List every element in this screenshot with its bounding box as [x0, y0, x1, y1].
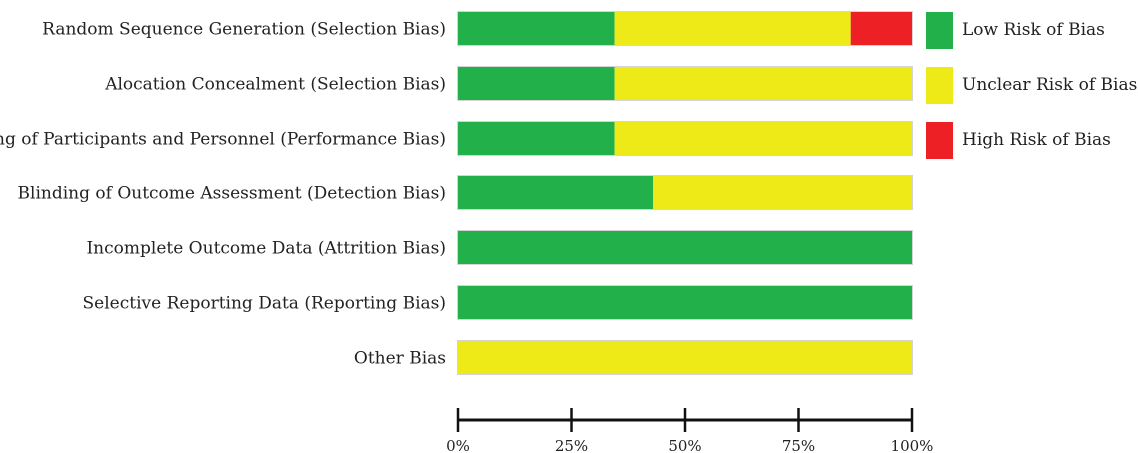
legend-swatch-high — [926, 122, 953, 159]
bar-segment-low — [458, 122, 615, 155]
bar-segment-unclear — [653, 176, 912, 209]
category-label: Blinding of Outcome Assessment (Detectio… — [18, 184, 446, 204]
bar-segment-high — [850, 12, 912, 45]
category-label: Alocation Concealment (Selection Bias) — [104, 75, 446, 95]
bar-segment-low — [458, 231, 912, 264]
bar-outline — [457, 175, 913, 210]
x-tick-label: 0% — [446, 437, 470, 453]
bar-segment-low — [458, 176, 654, 209]
bar-outline — [457, 11, 913, 46]
category-labels: Random Sequence Generation (Selection Bi… — [0, 20, 446, 369]
legend-label: Unclear Risk of Bias — [962, 75, 1137, 95]
legend: Low Risk of Bias Unclear Risk of Bias High… — [926, 12, 1137, 159]
bar-segment-unclear — [458, 341, 912, 374]
legend-swatch-low — [926, 12, 953, 49]
bar-outline — [457, 285, 913, 320]
bar-outline — [457, 340, 913, 375]
bar-segment-unclear — [614, 122, 912, 155]
bar-segment-unclear — [614, 67, 912, 100]
category-label: Incomplete Outcome Data (Attrition Bias) — [86, 239, 446, 259]
bar-outline — [457, 121, 913, 156]
bar-outline — [457, 66, 913, 101]
x-axis: 0% 25% 50% 75% 100% — [446, 408, 933, 453]
category-label: Random Sequence Generation (Selection Bi… — [42, 20, 446, 40]
category-label: Blinding of Participants and Personnel (… — [0, 130, 446, 150]
bar-outline — [457, 230, 913, 265]
x-tick-label: 100% — [891, 437, 934, 453]
x-tick-label: 25% — [555, 437, 588, 453]
category-label: Other Bias — [354, 349, 446, 369]
legend-label: Low Risk of Bias — [962, 20, 1105, 40]
x-tick-label: 50% — [668, 437, 701, 453]
bars-layer — [457, 11, 913, 375]
category-label: Selective Reporting Data (Reporting Bias… — [83, 294, 446, 314]
legend-swatch-unclear — [926, 67, 953, 104]
bar-segment-low — [458, 286, 912, 319]
x-tick-label: 75% — [782, 437, 815, 453]
legend-label: High Risk of Bias — [962, 130, 1111, 150]
bar-segment-low — [458, 12, 615, 45]
bar-segment-unclear — [614, 12, 851, 45]
bar-segment-low — [458, 67, 615, 100]
